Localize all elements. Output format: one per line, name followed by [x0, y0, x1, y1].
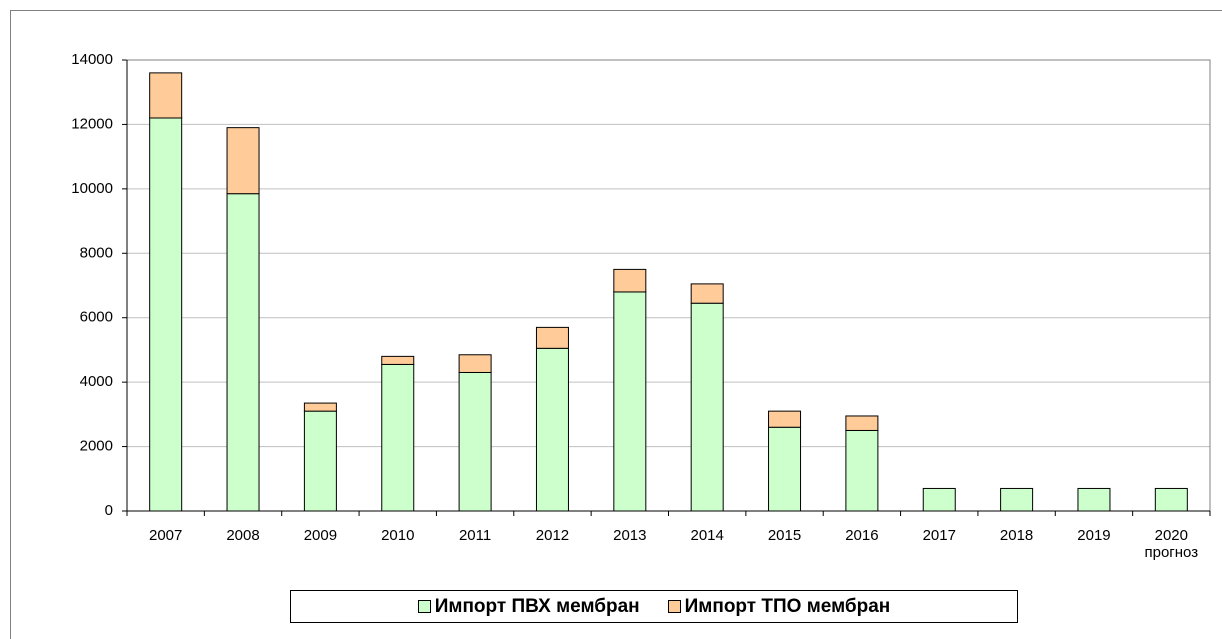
plot-border [126, 59, 1211, 512]
bar-segment [149, 117, 183, 512]
bar-segment [690, 302, 724, 512]
y-tick-label: 14000 [71, 51, 113, 68]
bar-segment [845, 429, 879, 512]
bar-segment [381, 363, 415, 512]
chart-frame [10, 10, 1222, 639]
x-tick-label: 2015 [767, 527, 802, 544]
x-tick-label: 2009 [303, 527, 338, 544]
y-tick-label: 8000 [80, 244, 113, 261]
bar-segment [768, 410, 802, 428]
legend-label: Импорт ТПО мембран [684, 595, 891, 617]
bar-segment [690, 283, 724, 304]
bar-segment [149, 72, 183, 119]
bar-segment [922, 487, 956, 512]
bar-segment [535, 347, 569, 512]
x-tick-label: 2008 [226, 527, 260, 544]
x-tick-label: 2016 [845, 527, 879, 544]
legend-item: Импорт ПВХ мембран [417, 595, 640, 618]
x-tick-label: 2007 [148, 527, 183, 544]
bar-segment [381, 355, 415, 365]
legend-item: Импорт ТПО мембран [667, 595, 891, 618]
bar-segment [535, 326, 569, 349]
x-tick-label: 2010 [381, 527, 415, 544]
bar-segment [303, 410, 337, 512]
x-tick-label: 2013 [613, 527, 647, 544]
bar-segment [1154, 487, 1188, 512]
x-tick-label: 2012 [535, 527, 570, 544]
y-tick-label: 10000 [71, 180, 113, 197]
x-tick-label: 2020 прогноз [1144, 527, 1199, 561]
bar-segment [303, 402, 337, 412]
bar-segment [613, 268, 647, 293]
y-tick-label: 12000 [71, 115, 113, 132]
bar-segment [226, 127, 260, 195]
y-tick-label: 6000 [80, 309, 113, 326]
y-tick-label: 0 [105, 502, 113, 519]
x-tick-label: 2019 [1077, 527, 1111, 544]
bar-segment [1077, 487, 1111, 512]
x-tick-label: 2017 [922, 527, 956, 544]
legend-swatch [417, 600, 431, 613]
bar-segment [613, 291, 647, 512]
bar-segment [845, 415, 879, 431]
x-tick-label: 2018 [999, 527, 1034, 544]
bar-segment [768, 426, 802, 512]
bar-segment [458, 371, 492, 512]
x-tick-label: 2011 [458, 527, 492, 544]
y-tick-label: 4000 [80, 373, 113, 390]
y-tick-label: 2000 [80, 438, 113, 455]
x-tick-label: 2014 [690, 527, 724, 544]
bar-segment [458, 354, 492, 373]
legend-swatch [667, 600, 681, 613]
legend-label: Импорт ПВХ мембран [434, 595, 640, 617]
bar-segment [1000, 487, 1034, 512]
bar-segment [226, 193, 260, 512]
legend: Импорт ПВХ мембран Импорт ТПО мембран [290, 590, 1018, 623]
